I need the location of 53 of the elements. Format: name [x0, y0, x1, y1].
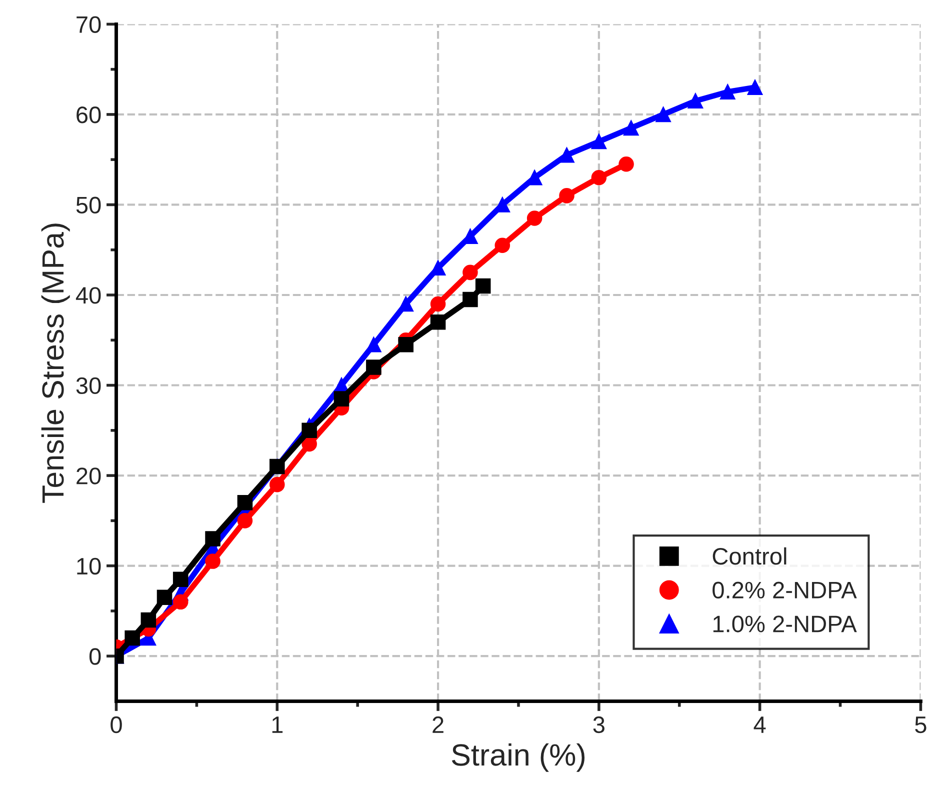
point [526, 210, 542, 226]
point [720, 84, 736, 100]
y-tick-label: 30 [76, 377, 101, 394]
point [656, 106, 671, 122]
x-tick-label: 5 [915, 716, 926, 734]
x-tick-label: 3 [593, 716, 604, 734]
y-tick-label: 10 [77, 558, 101, 575]
x-tick-label: 2 [432, 716, 444, 733]
y-tick-label: 60 [76, 106, 101, 124]
point [172, 594, 188, 610]
y-axis-title: Tensile Stress (MPa) [41, 224, 70, 503]
point [462, 264, 478, 280]
point [462, 292, 478, 308]
y-tick-label: 0 [89, 648, 101, 665]
point [366, 337, 382, 352]
point [559, 188, 574, 204]
point [172, 572, 188, 587]
y-tick-label: 50 [76, 196, 101, 214]
y-tick-label: 70 [76, 16, 101, 33]
point [366, 360, 382, 375]
point [747, 80, 763, 96]
point [623, 120, 639, 136]
point [430, 296, 446, 312]
x-tick-label: 1 [272, 716, 283, 733]
point [688, 93, 704, 109]
legend-label: 1.0% 2-NDPA [713, 616, 857, 632]
point [124, 630, 140, 646]
point [237, 494, 253, 510]
point [398, 296, 414, 312]
point [559, 147, 574, 163]
legend-label: Control [712, 547, 786, 565]
point [591, 170, 607, 186]
point [618, 156, 634, 172]
point [270, 476, 285, 492]
point [156, 590, 172, 606]
legend-label: 0.2% 2-NDPA [712, 582, 857, 599]
point [205, 531, 220, 546]
point [302, 422, 317, 438]
point [205, 554, 220, 569]
point [494, 238, 510, 253]
point [430, 314, 446, 330]
x-tick-label: 4 [754, 716, 766, 733]
point [237, 513, 253, 528]
point [398, 337, 414, 352]
x-axis-title: Strain (%) [452, 743, 584, 772]
point [591, 134, 607, 150]
point [140, 612, 156, 628]
point [302, 436, 317, 452]
point [475, 278, 491, 294]
y-tick-label: 40 [76, 287, 101, 304]
point [334, 391, 350, 406]
x-tick-label: 0 [110, 716, 122, 734]
y-tick-label: 20 [76, 468, 101, 484]
